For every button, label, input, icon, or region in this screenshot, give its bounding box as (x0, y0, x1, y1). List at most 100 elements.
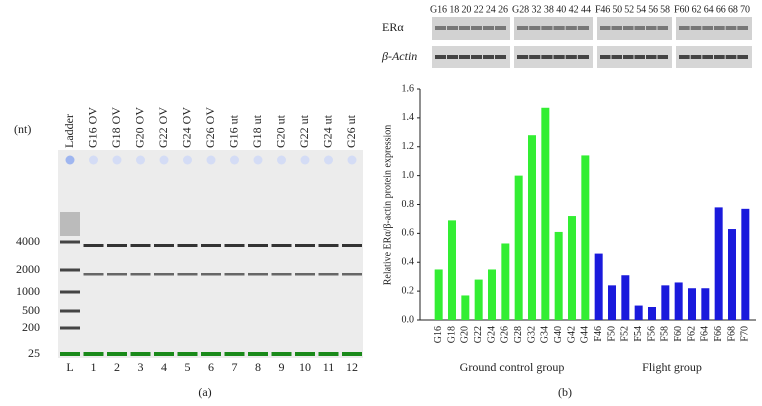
loading-dot (206, 155, 216, 165)
group-label: Flight group (642, 360, 702, 374)
lane-number: 8 (255, 360, 261, 374)
ladder-band (60, 240, 80, 244)
blot-band (714, 55, 725, 59)
ladder-band (60, 290, 80, 294)
lane-name: G24 ut (320, 114, 334, 148)
x-tick-label: F60 (673, 326, 684, 342)
blot-band (702, 55, 713, 59)
blot-band (690, 26, 702, 30)
rna-band (154, 273, 174, 276)
blot-band (600, 26, 611, 30)
x-tick-label: F46 (593, 326, 604, 342)
bar (728, 229, 736, 320)
bar (554, 231, 563, 320)
blot-row-label: β-Actin (381, 49, 417, 63)
lane-number: 5 (185, 360, 191, 374)
y-tick-label: 1.4 (402, 112, 415, 123)
blot-band (634, 26, 645, 30)
lane-name: G18 OV (109, 107, 123, 148)
lane-name: G20 OV (132, 107, 146, 148)
lane-number: 1 (91, 360, 97, 374)
x-tick-label: G34 (540, 326, 551, 343)
marker-band (318, 352, 339, 356)
rna-band (177, 273, 198, 276)
lane-name: G26 OV (203, 107, 217, 148)
x-tick-label: G44 (580, 326, 591, 343)
loading-dot (347, 155, 357, 165)
size-marker-label: 500 (22, 303, 40, 317)
blot-band (623, 55, 634, 59)
bar (568, 216, 576, 320)
blot-band (657, 26, 668, 30)
blot-band (529, 55, 541, 59)
blot-band (553, 26, 565, 30)
bar (688, 288, 696, 320)
blot-band (447, 55, 458, 59)
lane-name: G20 ut (273, 114, 287, 148)
rna-band (154, 244, 174, 247)
lane-name: G22 ut (297, 114, 311, 148)
bar (501, 243, 510, 320)
blot-band (495, 55, 506, 59)
lane-name: G16 OV (85, 107, 99, 148)
marker-band (248, 352, 268, 356)
marker-band (342, 352, 362, 356)
gel-background (58, 150, 363, 358)
blot-band (495, 26, 506, 30)
rna-band (130, 273, 151, 276)
loading-dot (89, 155, 98, 165)
y-tick-label: 1.6 (402, 83, 415, 94)
rna-band (295, 273, 315, 276)
blot-band (529, 26, 541, 30)
blot-band (459, 55, 470, 59)
marker-band (60, 352, 80, 356)
rna-band (224, 273, 245, 276)
loading-dot (159, 155, 169, 165)
loading-dot (300, 155, 310, 165)
blot-lane-labels: F60 62 64 66 68 70 (674, 4, 750, 15)
bar (448, 220, 456, 320)
rna-band (271, 273, 292, 276)
group-label: Ground control group (460, 360, 565, 374)
bar (488, 269, 496, 320)
y-tick-label: 0.2 (402, 285, 415, 296)
blot-band (646, 55, 657, 59)
blot-band (577, 55, 589, 59)
blot-band (553, 55, 565, 59)
size-marker-label: 2000 (16, 262, 40, 276)
size-marker-label: 25 (28, 346, 40, 360)
ladder-smear (60, 212, 80, 236)
lane-number: 3 (138, 360, 144, 374)
lane-number: 2 (114, 360, 120, 374)
rna-band (271, 244, 292, 247)
y-tick-label: 1.0 (402, 170, 415, 181)
blot-band (577, 26, 589, 30)
bar (528, 135, 536, 320)
x-tick-label: F58 (660, 326, 671, 342)
bar (581, 155, 590, 320)
x-tick-label: G16 (433, 326, 444, 343)
marker-band (201, 352, 221, 356)
blot-band (471, 26, 482, 30)
bar (714, 207, 723, 320)
lane-number: 10 (299, 360, 311, 374)
lane-name: G24 OV (179, 107, 193, 148)
x-tick-label: G40 (553, 326, 564, 343)
blot-band (737, 26, 748, 30)
ladder-band (60, 268, 80, 272)
blot-band (459, 26, 470, 30)
blot-band (517, 55, 529, 59)
blot-band (600, 55, 611, 59)
marker-band (271, 352, 292, 356)
blot-lane-labels: G28 32 38 40 42 44 (512, 4, 591, 15)
x-tick-label: F56 (646, 326, 657, 342)
rna-band (83, 244, 104, 247)
size-marker-label: 4000 (16, 234, 40, 248)
marker-band (177, 352, 198, 356)
rna-band (248, 244, 268, 247)
x-tick-label: F52 (620, 326, 631, 342)
rna-band (107, 273, 127, 276)
blot-lane-labels: G16 18 20 22 24 26 (430, 4, 508, 15)
marker-band (154, 352, 174, 356)
